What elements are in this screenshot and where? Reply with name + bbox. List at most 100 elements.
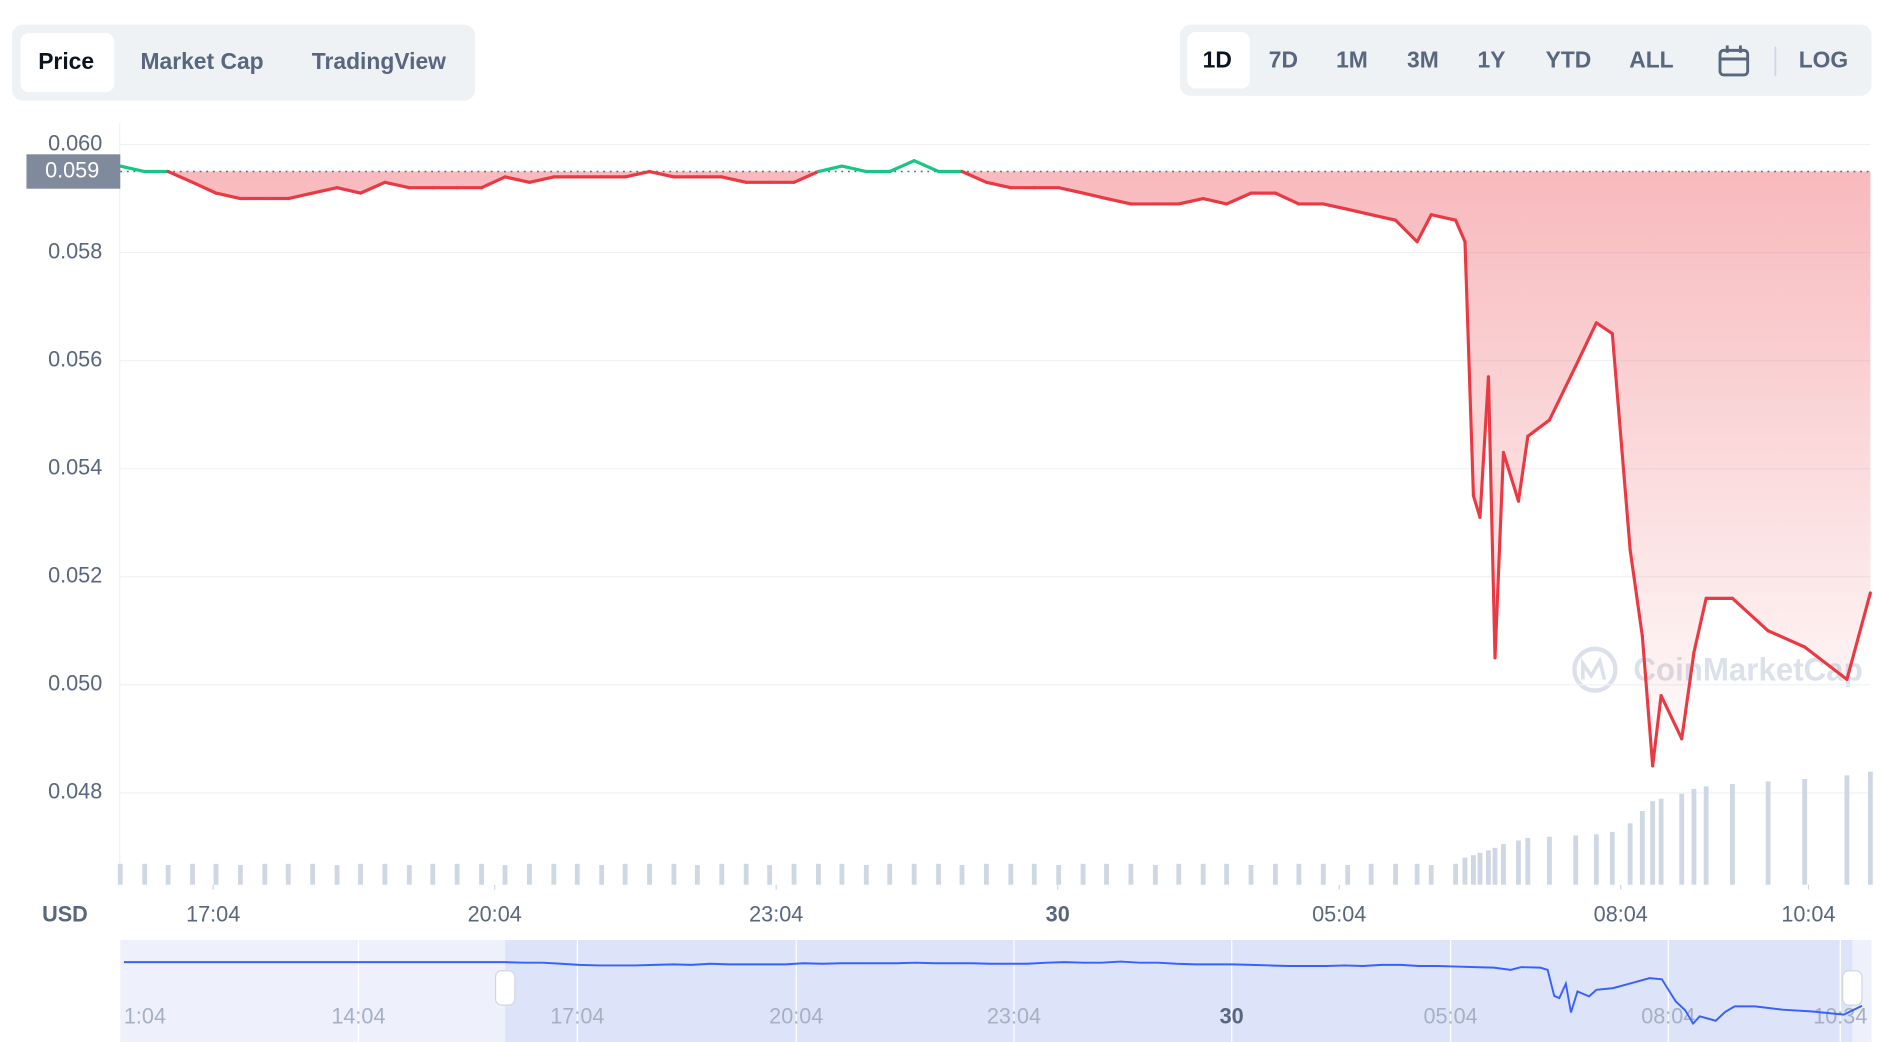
x-tick-label: 05:04 bbox=[1312, 901, 1366, 926]
price-segment bbox=[1493, 450, 1506, 660]
price-segment bbox=[1486, 375, 1497, 660]
volume-bar bbox=[1547, 836, 1552, 885]
volume-bar bbox=[1152, 865, 1158, 885]
price-segment bbox=[1081, 191, 1109, 201]
volume-bar bbox=[1639, 810, 1645, 885]
volume-bar bbox=[430, 863, 436, 885]
navigator-tick-label: 23:04 bbox=[987, 1003, 1041, 1028]
tab[interactable]: TradingView bbox=[312, 48, 447, 74]
volume-bar bbox=[382, 863, 388, 885]
volume-bar bbox=[1368, 863, 1374, 885]
volume-bar bbox=[816, 863, 821, 885]
price-segment bbox=[840, 164, 868, 174]
volume-bar bbox=[213, 863, 219, 885]
volume-bar bbox=[936, 863, 941, 885]
price-segment bbox=[1526, 418, 1552, 438]
price-segment bbox=[1803, 645, 1849, 681]
price-segment bbox=[1415, 213, 1433, 244]
volume-bar bbox=[1477, 852, 1483, 885]
price-segment bbox=[166, 169, 195, 184]
navigator-selection[interactable] bbox=[505, 940, 1853, 1042]
price-area bbox=[168, 171, 1871, 766]
price-segment bbox=[527, 175, 556, 184]
price-segment bbox=[816, 164, 844, 174]
volume-bar bbox=[237, 865, 243, 885]
calendar-button[interactable] bbox=[1718, 45, 1750, 77]
range-button[interactable]: ALL bbox=[1629, 46, 1673, 72]
navigator-tick-label: 05:04 bbox=[1424, 1003, 1478, 1028]
volume-bar bbox=[599, 865, 605, 885]
range-button[interactable]: 1Y bbox=[1478, 46, 1507, 72]
reference-label-bg bbox=[26, 154, 121, 189]
volume-bar bbox=[1679, 793, 1685, 885]
y-tick-label: 0.048 bbox=[48, 778, 102, 803]
volume-bar bbox=[551, 863, 557, 885]
volume-bar bbox=[1462, 857, 1468, 885]
range-button[interactable]: 7D bbox=[1269, 46, 1298, 72]
volume-bar bbox=[959, 865, 965, 885]
price-segment bbox=[1201, 196, 1229, 206]
navigator-tick-label: 14:04 bbox=[331, 1003, 385, 1028]
price-segment bbox=[1273, 191, 1301, 206]
price-segment bbox=[647, 169, 676, 179]
range-button[interactable]: YTD bbox=[1546, 46, 1592, 72]
volume-bar bbox=[117, 863, 123, 885]
volume-bar bbox=[502, 865, 508, 885]
price-segment bbox=[286, 191, 315, 201]
price-segment bbox=[1393, 218, 1419, 244]
x-tick-label: 23:04 bbox=[749, 901, 803, 926]
volume-bar bbox=[1200, 863, 1206, 885]
navigator-tick-label: 30 bbox=[1220, 1003, 1244, 1028]
range-group bbox=[1179, 24, 1872, 96]
x-tick-label: 30 bbox=[1046, 901, 1070, 926]
price-segment bbox=[1692, 596, 1708, 654]
navigator-tick-label: 20:04 bbox=[769, 1003, 823, 1028]
price-segment bbox=[623, 169, 652, 179]
range-button[interactable]: 1M bbox=[1336, 46, 1368, 72]
navigator-handle[interactable] bbox=[494, 970, 516, 1006]
price-segment bbox=[792, 169, 821, 184]
range-button[interactable]: 3M bbox=[1407, 46, 1439, 72]
volume-bar bbox=[1844, 775, 1850, 885]
volume-bar bbox=[1765, 781, 1771, 885]
volume-bar bbox=[1414, 863, 1420, 885]
volume-bar bbox=[719, 863, 725, 885]
tab-selected-bg bbox=[20, 33, 115, 93]
price-segment bbox=[1845, 591, 1872, 681]
volume-bar bbox=[1471, 855, 1476, 885]
volume-bar bbox=[1867, 771, 1873, 885]
navigator-handle[interactable] bbox=[1842, 970, 1863, 1006]
volume-bar bbox=[839, 863, 845, 885]
price-segment bbox=[1225, 191, 1253, 206]
volume-bar bbox=[767, 865, 773, 885]
price-segment bbox=[1610, 332, 1632, 552]
price-segment bbox=[1651, 694, 1663, 768]
price-segment bbox=[1659, 694, 1684, 741]
range-selected-bg bbox=[1187, 31, 1250, 89]
volume-bar bbox=[1345, 865, 1351, 885]
y-tick-label: 0.060 bbox=[48, 130, 102, 155]
y-tick-label: 0.054 bbox=[48, 454, 102, 479]
tab[interactable]: Price bbox=[38, 48, 94, 74]
price-segment bbox=[190, 180, 218, 195]
range-button[interactable]: 1D bbox=[1203, 46, 1232, 72]
volume-bar bbox=[1393, 863, 1398, 885]
volume-bar bbox=[1658, 798, 1664, 885]
volume-bar bbox=[1573, 835, 1579, 885]
y-tick-label: 0.056 bbox=[48, 346, 102, 371]
price-segment bbox=[1766, 629, 1807, 649]
tab[interactable]: Market Cap bbox=[140, 48, 263, 74]
price-segment bbox=[1547, 364, 1578, 422]
volume-bar bbox=[1296, 863, 1302, 885]
price-segment bbox=[1177, 196, 1205, 206]
volume-bar bbox=[911, 863, 917, 885]
volume-bar bbox=[262, 863, 268, 885]
volume-bar bbox=[1224, 863, 1230, 885]
volume-bar bbox=[1453, 863, 1459, 885]
volume-bar bbox=[310, 863, 316, 885]
price-segment bbox=[1104, 196, 1133, 206]
log-button[interactable]: LOG bbox=[1799, 46, 1849, 72]
volume-bar bbox=[190, 863, 195, 885]
x-tick-label: 08:04 bbox=[1594, 901, 1648, 926]
